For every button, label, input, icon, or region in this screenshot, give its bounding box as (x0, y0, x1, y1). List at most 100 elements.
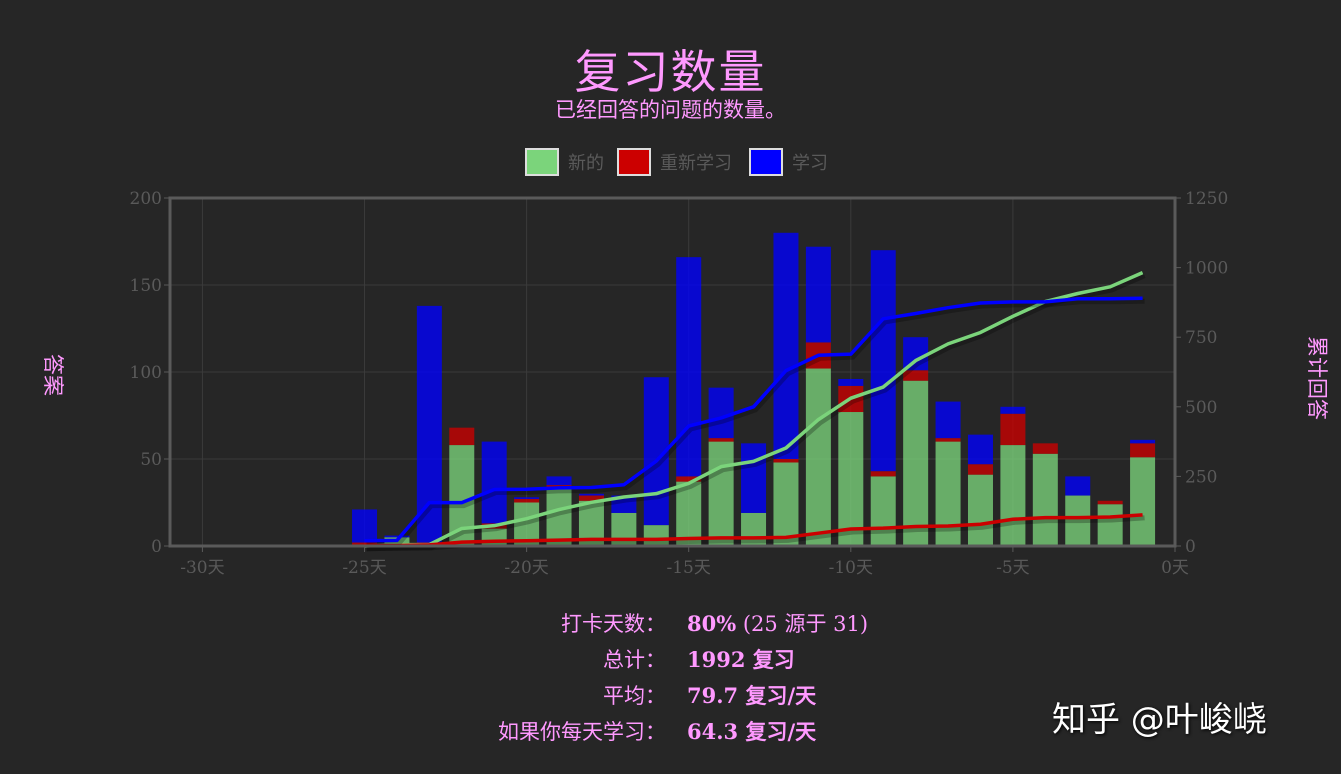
bar-1-day-1 (1130, 443, 1156, 458)
stat-value: 1992 复习 (687, 647, 795, 672)
stat-row-days-studied: 打卡天数： 80% (25 源于 31) (0, 606, 1341, 642)
y-tick-label: 150 (130, 276, 162, 296)
stat-value: 64.3 复习/天 (687, 719, 817, 744)
review-count-chart: 新的 重新学习 学习 0 50 100 150 200 0 250 500 750 1000 1250 -3… (41, 148, 1329, 578)
bar-2-day-18 (578, 493, 604, 496)
legend-label-2: 学习 (792, 153, 828, 174)
legend-label-1: 重新学习 (660, 153, 732, 174)
bar-2-day-15 (676, 257, 702, 477)
y2-tick-label: 750 (1185, 328, 1217, 348)
bar-2-day-19 (546, 476, 572, 486)
x-tick-label: -5天 (996, 558, 1030, 578)
stat-label: 打卡天数： (561, 612, 666, 636)
stat-value-wrap: 79.7 复习/天 (687, 678, 816, 714)
bar-2-day-13 (741, 443, 767, 513)
cumulative-line-shadow-1 (366, 515, 1145, 551)
chart-subtitle: 已经回答的问题的数量。 (555, 98, 786, 122)
x-tick-label: 0天 (1161, 558, 1189, 578)
bar-2-day-12 (773, 232, 799, 459)
stat-value-wrap: 80% (25 源于 31) (687, 606, 868, 642)
bar-1-day-5 (1000, 413, 1026, 446)
stat-value-wrap: 1992 复习 (687, 642, 795, 678)
y-tick-label: 0 (151, 537, 162, 557)
x-tick-label: -15天 (667, 558, 711, 578)
bar-0-day-20 (514, 502, 540, 546)
bar-1-day-2 (1097, 500, 1123, 505)
stat-value: 79.7 复习/天 (687, 683, 817, 708)
bar-0-day-8 (903, 380, 929, 546)
stat-label: 平均： (603, 684, 666, 708)
y2-tick-label: 1000 (1185, 259, 1228, 279)
cumulative-line-0 (364, 271, 1144, 548)
bar-1-day-8 (903, 370, 929, 381)
y2-axis-label: 累计回答 (1305, 336, 1329, 420)
bar-0-day-6 (967, 474, 993, 546)
bar-1-day-22 (449, 427, 475, 446)
y-tick-label: 50 (140, 450, 162, 470)
bar-1-day-20 (514, 499, 540, 503)
bar-2-day-7 (935, 401, 961, 439)
y2-tick-label: 0 (1185, 537, 1196, 557)
stat-value-wrap: 64.3 复习/天 (687, 714, 816, 750)
bar-1-day-6 (967, 464, 993, 475)
y-tick-label: 100 (130, 363, 162, 383)
bar-2-day-10 (838, 378, 864, 386)
legend-swatch-2 (749, 148, 783, 176)
bar-0-day-4 (1032, 453, 1058, 546)
bar-0-day-7 (935, 441, 961, 546)
bar-2-day-14 (708, 387, 734, 439)
stat-row-total: 总计： 1992 复习 (0, 642, 1341, 678)
bar-1-day-7 (935, 438, 961, 442)
stat-row-average: 平均： 79.7 复习/天 (0, 678, 1341, 714)
bar-0-day-10 (838, 412, 864, 546)
bar-0-day-2 (1097, 504, 1123, 546)
stats-panel: 打卡天数： 80% (25 源于 31) 总计： 1992 复习 平均： 79.… (0, 606, 1341, 750)
bar-0-day-19 (546, 488, 572, 546)
bar-2-day-6 (967, 434, 993, 465)
cumulative-line-1 (364, 513, 1143, 548)
x-tick-label: -25天 (342, 558, 386, 578)
y2-tick-label: 500 (1185, 398, 1217, 418)
bar-0-day-13 (741, 512, 767, 546)
bar-2-day-9 (870, 250, 896, 472)
bar-1-day-14 (708, 438, 734, 442)
bar-1-day-9 (870, 471, 896, 477)
y-axis-label: 答案 (41, 354, 65, 396)
x-tick-label: -20天 (504, 558, 548, 578)
bar-0-day-9 (870, 476, 896, 546)
watermark: 知乎 @叶峻峣 (1052, 700, 1267, 740)
cumulative-line-shadow-0 (366, 273, 1146, 552)
stat-label: 总计： (603, 648, 666, 672)
bar-2-day-11 (805, 246, 831, 343)
bar-0-day-15 (676, 481, 702, 546)
legend-label-0: 新的 (568, 153, 604, 174)
bar-0-day-11 (805, 368, 831, 546)
bar-2-day-20 (514, 497, 540, 500)
bar-2-day-24 (384, 535, 410, 538)
legend-swatch-0 (525, 148, 559, 176)
bar-2-day-8 (903, 337, 929, 371)
bar-0-day-3 (1065, 495, 1091, 546)
y-tick-label: 200 (130, 189, 162, 209)
y2-tick-label: 1250 (1185, 189, 1228, 209)
bar-2-day-5 (1000, 406, 1026, 414)
bar-0-day-14 (708, 441, 734, 546)
bar-2-day-1 (1130, 439, 1156, 444)
stat-label: 如果你每天学习： (498, 720, 666, 744)
cumulative-line-2 (364, 296, 1143, 543)
bar-1-day-12 (773, 459, 799, 463)
bar-0-day-12 (773, 462, 799, 546)
bar-0-day-1 (1130, 457, 1156, 546)
stat-extra: (25 源于 31) (736, 612, 869, 636)
stat-value: 80% (687, 611, 737, 636)
bar-2-day-17 (611, 495, 637, 513)
stat-row-average-if-daily: 如果你每天学习： 64.3 复习/天 (0, 714, 1341, 750)
x-tick-label: -10天 (829, 558, 873, 578)
bar-2-day-21 (481, 441, 507, 524)
bar-1-day-15 (676, 476, 702, 482)
bar-0-day-5 (1000, 445, 1026, 546)
bar-1-day-4 (1032, 443, 1058, 454)
bar-2-day-25 (352, 509, 378, 543)
bar-1-day-18 (578, 495, 604, 501)
bar-2-day-3 (1065, 476, 1091, 496)
